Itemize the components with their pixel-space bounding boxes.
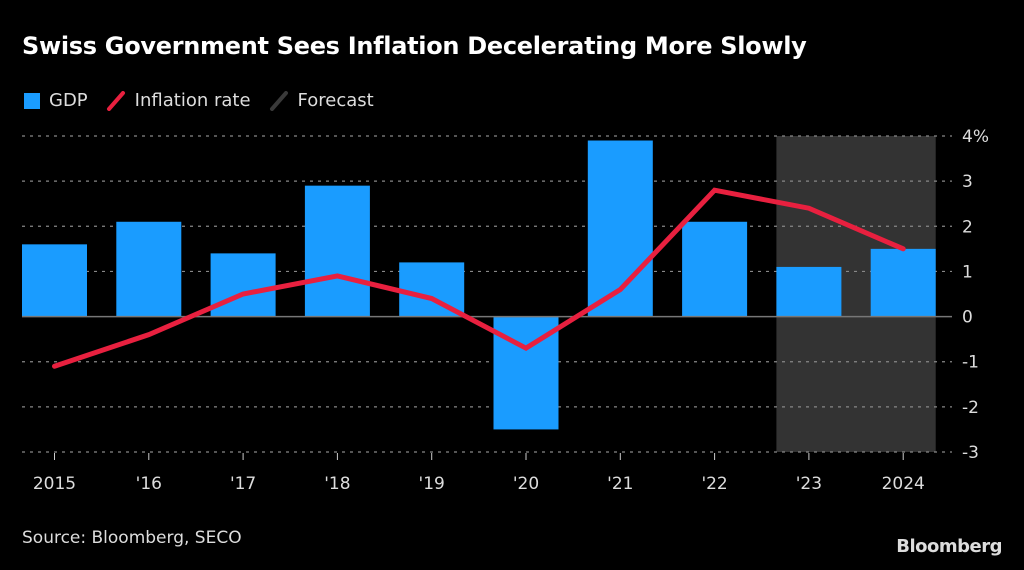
y-tick-label: -1 — [962, 353, 979, 373]
y-tick-label: 4% — [962, 127, 989, 147]
source-note: Source: Bloomberg, SECO — [22, 528, 242, 548]
inflation-line — [52, 187, 906, 369]
x-tick-label: '18 — [324, 474, 350, 494]
legend-label-forecast: Forecast — [297, 90, 374, 111]
x-tick-label: '20 — [513, 474, 539, 494]
gdp-bar — [116, 221, 182, 317]
legend-label-inflation: Inflation rate — [134, 90, 251, 111]
gdp-bar — [776, 266, 842, 317]
x-tick-label: '17 — [230, 474, 256, 494]
gdp-bar — [870, 248, 936, 317]
x-tick-label: '16 — [136, 474, 162, 494]
x-tick-label: '19 — [419, 474, 445, 494]
gdp-bars — [22, 140, 936, 430]
y-tick-label: -2 — [962, 398, 979, 418]
gdp-bar — [210, 253, 276, 317]
x-tick-label: '22 — [701, 474, 727, 494]
x-tick-label: 2015 — [33, 474, 76, 494]
legend-item-forecast: Forecast — [269, 90, 374, 111]
y-tick-label: -3 — [962, 443, 979, 463]
legend-item-gdp: GDP — [24, 90, 88, 111]
inflation-swatch-icon — [106, 90, 125, 111]
forecast-swatch-icon — [269, 90, 288, 111]
x-tick-label: '23 — [796, 474, 822, 494]
y-tick-label: 2 — [962, 217, 973, 237]
x-tick-label: '21 — [607, 474, 633, 494]
gdp-bar — [22, 244, 87, 317]
legend: GDP Inflation rate Forecast — [24, 90, 392, 111]
y-tick-label: 1 — [962, 262, 973, 282]
x-tick-label: 2024 — [882, 474, 925, 494]
chart-title: Swiss Government Sees Inflation Decelera… — [22, 32, 807, 60]
y-axis: 4% 3 2 1 0 -1 -2 -3 — [962, 127, 989, 463]
gdp-swatch-icon — [24, 92, 40, 109]
bloomberg-logo: Bloomberg — [896, 536, 1002, 557]
legend-item-inflation: Inflation rate — [106, 90, 251, 111]
gdp-bar — [304, 185, 370, 317]
gdp-bar — [682, 221, 748, 317]
y-tick-label: 0 — [962, 308, 973, 328]
x-axis: 2015 '16 '17 '18 '19 '20 '21 '22 '23 2024 — [33, 453, 925, 494]
y-tick-label: 3 — [962, 172, 973, 192]
legend-label-gdp: GDP — [49, 90, 88, 111]
inflation-line-group — [52, 187, 906, 369]
